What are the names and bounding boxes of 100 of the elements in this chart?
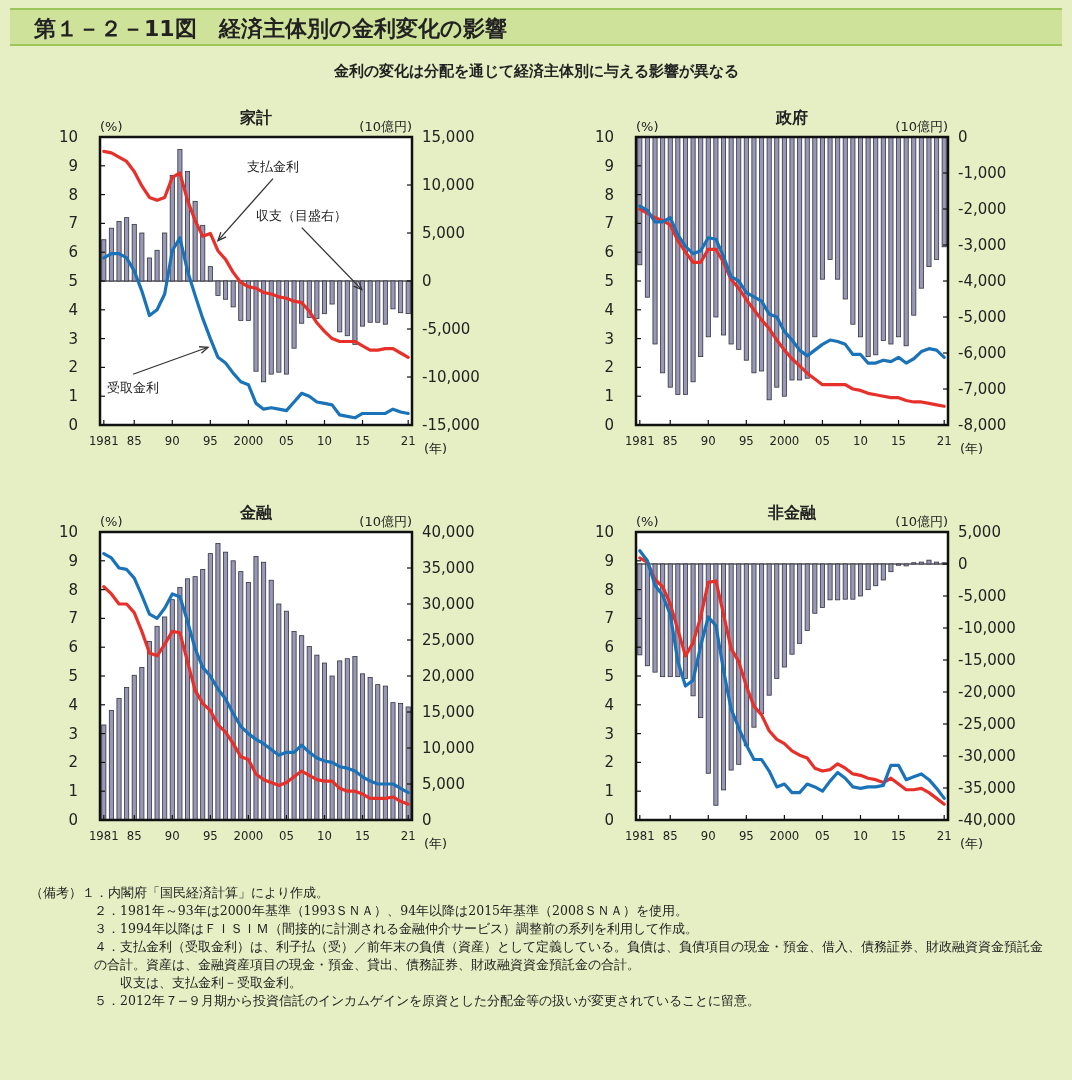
x-tick-label: 2000 xyxy=(769,433,800,448)
y2-tick-label: 5,000 xyxy=(958,523,1001,541)
y-tick-label: 1 xyxy=(68,387,78,406)
line-series xyxy=(102,552,410,795)
y2-tick-label: -2,000 xyxy=(958,200,1007,218)
x-axis-title: (年) xyxy=(960,836,984,851)
text: ２．1981年～93年は2000年基準（1993ＳＮＡ）、94年以降は2015年基準（2008ＳＮＡ）を使用。 xyxy=(94,902,689,920)
bar xyxy=(253,280,259,372)
bar xyxy=(146,257,152,282)
y-tick-label: 10 xyxy=(58,128,78,146)
annotation: 収支（目盛右） xyxy=(256,207,348,223)
y-tick-label: 10 xyxy=(594,128,614,146)
y-tick-label: 6 xyxy=(68,638,78,657)
bar xyxy=(261,561,267,821)
y-axis-title: (%) xyxy=(100,514,123,529)
y-tick-label: 7 xyxy=(604,609,614,628)
bar xyxy=(154,625,160,821)
bar xyxy=(116,697,122,821)
bar xyxy=(261,280,267,383)
bar xyxy=(299,280,305,324)
bar xyxy=(215,543,221,821)
bar xyxy=(200,224,206,282)
x-tick-label: 21 xyxy=(936,433,952,448)
y2-tick-label: -25,000 xyxy=(958,715,1016,733)
bar xyxy=(344,658,350,821)
y-axis-title: (%) xyxy=(636,119,659,134)
bar xyxy=(108,710,114,821)
bar xyxy=(146,641,152,821)
x-tick-label: 10 xyxy=(853,828,868,843)
x-tick-label: 95 xyxy=(738,433,754,448)
bar xyxy=(245,582,251,821)
x-tick-label: 85 xyxy=(662,433,678,448)
y2-tick-label: -10,000 xyxy=(958,619,1016,637)
bar xyxy=(283,280,289,375)
y-tick-label: 5 xyxy=(604,272,614,290)
bar xyxy=(352,656,358,821)
y-tick-label: 7 xyxy=(604,214,614,233)
bar xyxy=(337,280,343,333)
bar xyxy=(169,599,175,821)
bar xyxy=(367,677,373,821)
bar xyxy=(139,232,145,282)
x-tick-label: 90 xyxy=(164,828,180,843)
bar xyxy=(375,280,381,323)
bar xyxy=(223,551,229,821)
y2-tick-label: -15,000 xyxy=(958,651,1016,669)
y-tick-label: 3 xyxy=(68,724,78,743)
bar xyxy=(101,239,107,282)
y-tick-label: 3 xyxy=(604,329,614,348)
x-tick-label: 85 xyxy=(126,828,142,843)
bar xyxy=(314,654,320,821)
x-tick-label: 95 xyxy=(738,828,754,843)
y2-tick-label: -40,000 xyxy=(958,811,1016,829)
x-tick-label: 90 xyxy=(164,433,180,448)
y-axis-title: (%) xyxy=(100,119,123,134)
bar xyxy=(360,673,366,821)
y2-axis-title: (10億円) xyxy=(895,514,948,529)
line-series xyxy=(638,204,946,365)
x-axis-title: (年) xyxy=(424,441,448,456)
bar xyxy=(101,724,107,821)
line-series xyxy=(102,236,410,420)
y2-tick-label: -30,000 xyxy=(958,747,1016,765)
y-tick-label: 1 xyxy=(604,782,614,801)
y2-tick-label: 0 xyxy=(422,272,432,290)
y2-tick-label: 15,000 xyxy=(422,128,475,146)
x-tick-label: 85 xyxy=(126,433,142,448)
text: 第１－２－11図 経済主体別の金利変化の影響 xyxy=(10,8,1062,46)
y2-tick-label: -1,000 xyxy=(958,164,1007,182)
y2-tick-label: -10,000 xyxy=(422,368,480,386)
x-tick-label: 05 xyxy=(814,828,830,843)
y-tick-label: 2 xyxy=(604,753,614,772)
bar xyxy=(215,280,221,296)
bar xyxy=(162,232,168,282)
bar xyxy=(253,556,259,821)
y2-tick-label: 0 xyxy=(958,128,968,146)
y-tick-label: 2 xyxy=(604,358,614,377)
bar xyxy=(329,675,335,821)
bar xyxy=(276,280,282,373)
y2-tick-label: -8,000 xyxy=(958,416,1007,434)
x-tick-label: 90 xyxy=(700,433,716,448)
bar xyxy=(124,687,130,821)
annotation: 受取金利 xyxy=(107,380,160,396)
y2-tick-label: -4,000 xyxy=(958,272,1007,290)
bar xyxy=(245,280,251,321)
bar xyxy=(223,280,229,300)
x-tick-label: 05 xyxy=(814,433,830,448)
y2-tick-label: 30,000 xyxy=(422,595,475,613)
y2-tick-label: -5,000 xyxy=(422,320,471,338)
bar xyxy=(390,280,396,310)
y-tick-label: 4 xyxy=(604,300,614,319)
y-tick-label: 4 xyxy=(68,300,78,319)
bar xyxy=(268,280,274,375)
bar xyxy=(200,569,206,821)
y-tick-label: 3 xyxy=(68,329,78,348)
line-series xyxy=(638,207,946,408)
y-tick-label: 6 xyxy=(68,243,78,262)
y2-tick-label: -35,000 xyxy=(958,779,1016,797)
y-tick-label: 4 xyxy=(604,695,614,714)
y-tick-label: 7 xyxy=(68,609,78,628)
y-tick-label: 9 xyxy=(68,551,78,570)
x-tick-label: 15 xyxy=(891,433,906,448)
